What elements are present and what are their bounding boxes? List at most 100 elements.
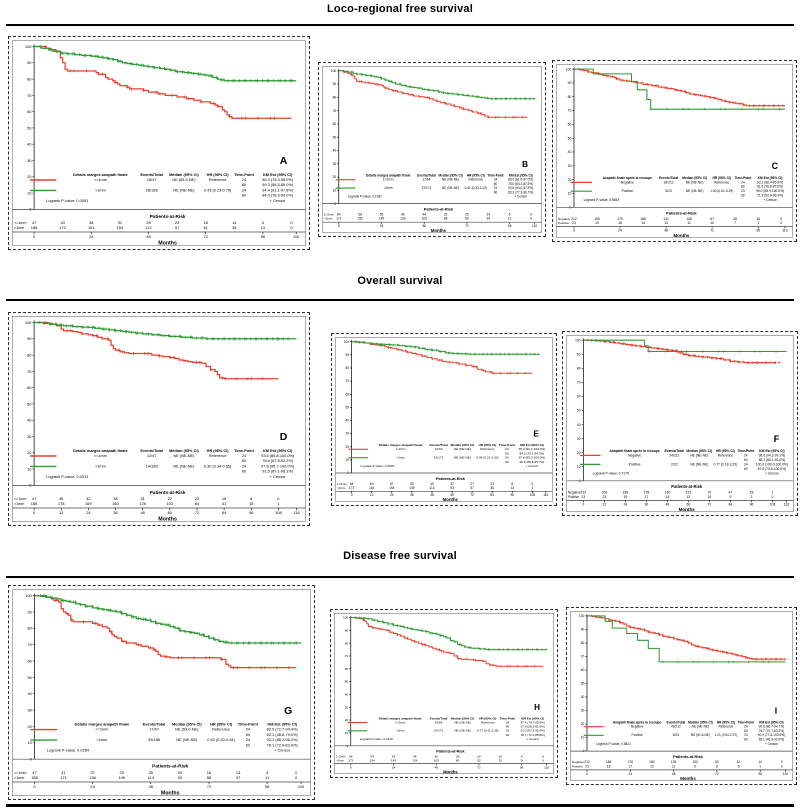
svg-text:30: 30 [568,164,572,168]
svg-text:0: 0 [350,765,352,769]
section-rule-2 [6,299,794,301]
svg-text:60: 60 [577,395,581,399]
svg-text:0: 0 [351,493,353,497]
svg-text:60: 60 [744,458,748,462]
section-title-overall: Overall survival [357,275,443,287]
svg-text:116: 116 [784,503,790,507]
svg-text:24: 24 [628,772,632,776]
svg-text:1: 1 [757,221,759,225]
svg-text:0: 0 [530,217,532,221]
svg-text:Positive: Positive [558,221,569,225]
km-plot-C: 0102030405060708090100Anapath finale apr… [556,64,793,238]
svg-text:Patients-at-Risk: Patients-at-Risk [152,764,188,770]
censor-marks-green [341,69,536,100]
svg-text:100: 100 [331,69,337,73]
svg-text:48: 48 [430,493,434,497]
svg-text:80: 80 [27,353,32,358]
svg-text:11: 11 [687,221,691,225]
x-axis: 0 24 48 72 96 110 Months [33,232,300,246]
svg-text:Logrank P-value: 0.0284: Logrank P-value: 0.0284 [47,748,90,753]
km-plot-G: 0102030405060708090100Détails marges ana… [12,589,311,796]
svg-text:1<2mm: 1<2mm [324,213,335,217]
panel-letter: A [280,156,288,167]
svg-text:Patients-at-Risk: Patients-at-Risk [424,207,454,212]
svg-text:18: 18 [618,221,622,225]
svg-text:60: 60 [168,510,173,515]
svg-text:23: 23 [581,495,585,499]
svg-text:78.1 (72.9-83.9%): 78.1 (72.9-83.9%) [267,742,299,747]
svg-text:93: 93 [450,486,454,490]
x-axis-title: Months [158,240,177,246]
svg-text:Détails marges anapath finale: Détails marges anapath finale [73,449,128,453]
svg-text:90.6 (86.7-94.7%): 90.6 (86.7-94.7%) [759,725,785,729]
svg-text:Reference: Reference [714,180,729,184]
svg-text:>1mm: >1mm [14,502,24,506]
svg-text:NE (NE-NE): NE (NE-NE) [442,186,459,190]
svg-text:0.61 (0.33-1.12): 0.61 (0.33-1.12) [465,186,487,190]
svg-text:20: 20 [178,770,183,775]
svg-text:96: 96 [750,503,754,507]
svg-text:44: 44 [413,754,417,758]
svg-text:212: 212 [571,217,577,221]
svg-text:45: 45 [430,482,434,486]
svg-text:91.5 (87.1-96.1%): 91.5 (87.1-96.1%) [262,470,294,474]
svg-text:60: 60 [242,183,246,187]
svg-text:20: 20 [581,722,585,726]
svg-text:50: 50 [27,125,32,130]
svg-text:Events/Total: Events/Total [140,449,163,453]
svg-text:20: 20 [195,496,200,501]
svg-text:90: 90 [345,628,349,632]
svg-text:171: 171 [349,486,355,490]
svg-text:50: 50 [345,680,349,684]
svg-text:17/47: 17/47 [149,727,159,732]
svg-text:18: 18 [607,765,611,769]
svg-text:Time-Point: Time-Point [500,716,516,720]
svg-text:Reference: Reference [719,725,734,729]
svg-text:108: 108 [770,503,776,507]
svg-text:0: 0 [290,220,293,225]
svg-text:Logrank P-value: 0.1087: Logrank P-value: 0.1087 [348,195,382,199]
svg-text:13: 13 [650,765,654,769]
svg-text:+ Censor: + Censor [763,198,777,202]
svg-text:48: 48 [422,224,426,228]
curve-green [34,594,302,644]
svg-text:14: 14 [666,495,670,499]
svg-text:Events/Total: Events/Total [417,173,436,177]
svg-text:NE (NE-NE): NE (NE-NE) [692,725,709,729]
svg-text:30: 30 [345,432,349,436]
svg-text:87.4 (79.7-95.9%): 87.4 (79.7-95.9%) [521,721,545,725]
svg-text:>1mm: >1mm [14,226,24,230]
svg-text:0: 0 [582,503,584,507]
svg-text:0.72 (0.41-1.25): 0.72 (0.41-1.25) [477,729,499,733]
svg-text:40: 40 [333,149,337,153]
curve-green [574,68,785,110]
svg-text:84.0 (78.3-90.0%): 84.0 (78.3-90.0%) [262,194,294,198]
svg-text:41: 41 [61,770,66,775]
svg-text:91.0 (87.1-95.4%): 91.0 (87.1-95.4%) [521,729,545,733]
svg-text:178: 178 [644,490,650,494]
svg-text:28/188: 28/188 [146,188,158,192]
svg-text:>2mm: >2mm [396,729,405,733]
svg-text:Median (95% CI): Median (95% CI) [172,722,202,727]
svg-text:10: 10 [710,221,714,225]
svg-text:KM Est (95% CI): KM Est (95% CI) [759,449,784,453]
svg-text:48: 48 [434,765,438,769]
svg-text:Détails marges anapath finale: Détails marges anapath finale [379,716,422,720]
svg-text:60: 60 [370,482,374,486]
svg-text:70: 70 [577,381,581,385]
svg-text:60: 60 [27,109,32,114]
svg-text:96: 96 [265,784,270,789]
svg-text:171: 171 [60,775,67,780]
svg-text:21: 21 [490,482,494,486]
svg-text:10: 10 [581,736,585,740]
svg-text:1<2mm: 1<2mm [336,754,346,758]
svg-text:NE (NE-NE): NE (NE-NE) [173,188,195,192]
svg-text:HR (95% CI): HR (95% CI) [712,176,731,180]
svg-text:24: 24 [505,456,509,460]
svg-text:85.0 (75.3-95.0%): 85.0 (75.3-95.0%) [262,178,294,182]
svg-text:24: 24 [380,224,384,228]
censor-marks-red [590,614,787,661]
svg-text:60: 60 [505,460,509,464]
svg-text:200: 200 [602,490,608,494]
x-axis: 0 12 24 36 48 60 72 84 96 108 116 Months [33,508,300,522]
